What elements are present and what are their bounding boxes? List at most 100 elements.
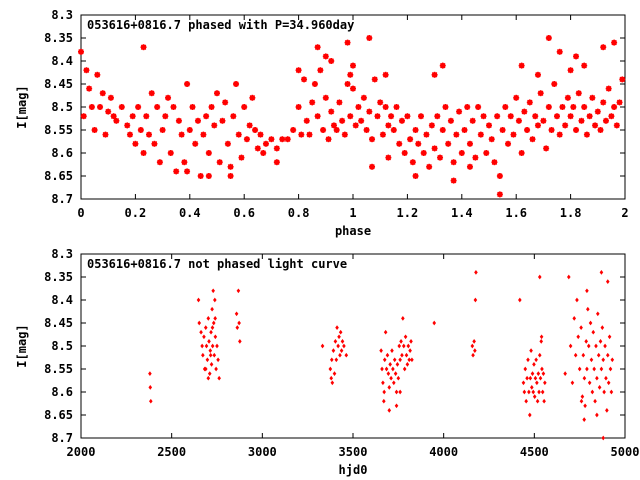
unphased-data-point [211,288,215,294]
unphased-data-point [410,357,414,363]
unphased-data-point [585,288,589,294]
unphased-data-point [537,352,542,358]
phased-data-point [325,136,332,143]
phased-data-point [216,159,223,166]
unphased-data-point [197,320,202,326]
phased-data-point [434,113,441,120]
unphased-data-point [342,343,346,349]
phased-data-point [551,81,558,87]
unphased-data-point [539,334,544,340]
phased-data-point [298,131,305,138]
phased-data-point [137,127,144,133]
unphased-data-point [580,394,585,399]
unphased-data-point [385,352,390,358]
phased-data-point [426,163,433,170]
phased-data-point [252,127,259,133]
phased-data-point [118,104,125,110]
phased-data-point [203,113,210,120]
phased-data-point [243,136,250,143]
phased-data-point [262,140,269,147]
unphased-data-point [388,362,392,367]
phased-data-point [159,127,166,133]
phased-data-point [409,159,416,166]
phased-data-point [333,127,340,133]
unphased-data-point [590,389,595,395]
phased-data-point [102,131,109,138]
unphased-data-point [523,366,528,372]
unphased-data-point [605,279,610,284]
phased-data-point [388,113,395,120]
phased-data-point [554,113,560,120]
unphased-data-point [595,412,599,418]
unphased-data-point [399,339,403,344]
unphased-data-point [605,408,609,413]
phased-data-point [197,173,204,179]
phased-data-point [341,131,348,138]
unphased-data-point [603,343,607,349]
phased-data-point [423,131,430,138]
unphased-data-point [608,366,613,372]
unphased-data-point [391,366,395,372]
phased-x-axis-label: phase [335,224,371,238]
phased-data-point [366,108,373,115]
phased-data-point [295,104,302,110]
unphased-data-point [601,357,606,363]
unphased-data-point [207,371,212,376]
unphased-data-point [379,348,383,353]
unphased-x-tick-label: 5000 [611,445,640,459]
unphased-data-point [593,398,597,404]
phased-y-tick-label: 8.3 [51,8,73,22]
phased-data-point [608,113,615,120]
phased-data-point [398,117,405,124]
unphased-data-point [408,348,412,353]
phased-data-point [339,117,346,124]
phased-data-point [600,44,607,51]
phased-data-point [184,168,191,175]
unphased-data-point [518,297,522,303]
phased-data-point [83,67,90,74]
phased-data-point [559,104,566,110]
phased-data-point [205,150,212,156]
unphased-data-point [200,343,204,349]
phased-data-point [314,44,321,51]
phased-data-point [510,131,517,138]
phased-data-point [483,150,490,156]
unphased-data-point [582,417,586,422]
unphased-data-point [387,385,392,390]
unphased-y-tick-label: 8.6 [51,385,73,399]
phased-data-point [328,108,335,115]
phased-data-point [456,108,463,115]
unphased-data-point [392,357,397,363]
phased-data-point [518,62,525,69]
unphased-data-point [331,348,336,353]
phased-data-point [526,99,533,106]
phased-data-point [235,131,242,138]
unphased-data-point [383,329,388,335]
unphased-data-point [527,389,531,395]
unphased-data-point [522,389,527,395]
unphased-data-point [579,325,583,330]
phased-data-point [513,94,520,101]
unphased-data-point [382,398,386,404]
phased-data-point [475,104,482,110]
phased-data-point [167,150,174,156]
phased-data-point [613,122,620,129]
phased-data-point [200,131,207,138]
phased-data-point [306,131,313,138]
phased-data-point [328,58,335,64]
phased-data-point [401,150,408,156]
unphased-data-point [212,352,217,358]
unphased-data-point [211,320,216,326]
unphased-data-point [401,316,405,321]
unphased-data-point [432,320,437,326]
unphased-data-point [235,325,240,330]
phased-data-point [350,85,356,92]
phased-data-point [162,113,169,120]
phased-data-point [404,113,411,120]
phased-data-point [184,81,191,87]
phased-data-point [344,81,351,87]
unphased-y-tick-label: 8.3 [51,247,73,261]
unphased-data-point [572,316,577,321]
unphased-data-point [339,348,344,353]
